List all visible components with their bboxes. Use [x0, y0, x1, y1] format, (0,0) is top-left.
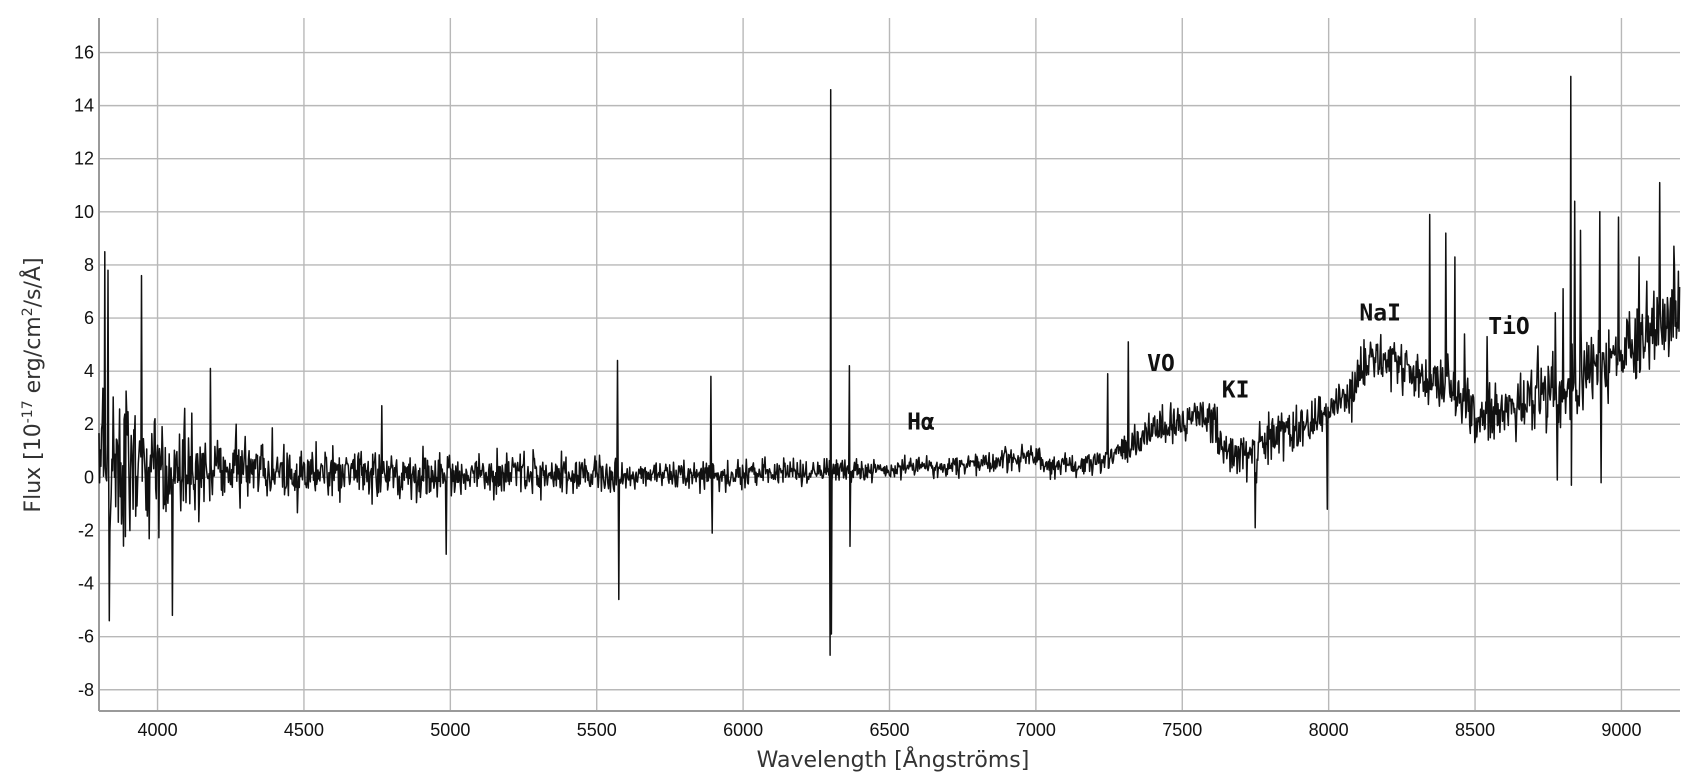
x-tick-label: 5000	[430, 720, 470, 740]
x-tick-label: 4500	[284, 720, 324, 740]
axes-layer: 4000 4500 5000 5500 6000 6500 7000 7500 8000 8500…	[74, 18, 1680, 740]
x-tick-label: 7000	[1016, 720, 1056, 740]
y-tick-label: -2	[78, 520, 94, 540]
spectral-feature-label: NaI	[1359, 301, 1401, 327]
x-tick-label: 9000	[1601, 720, 1641, 740]
y-axis-title-suffix: /s/Å]	[19, 257, 46, 307]
spectrum-line	[98, 75, 1681, 656]
x-tick-label: 7500	[1162, 720, 1202, 740]
y-tick-label: -8	[78, 680, 94, 700]
y-tick-label: 2	[84, 414, 94, 434]
y-tick-label: -4	[78, 574, 94, 594]
y-tick-label: 12	[74, 149, 94, 169]
y-tick-label: 10	[74, 202, 94, 222]
y-tick-label: 16	[74, 43, 94, 63]
y-axis-title-mid: erg/cm	[21, 316, 46, 400]
y-tick-label: -6	[78, 627, 94, 647]
x-tick-label: 5500	[577, 720, 617, 740]
y-axis-title-prefix: Flux [10	[21, 423, 46, 512]
annotation-layer: Hα VO KI NaI TiO	[907, 301, 1530, 436]
series-layer	[98, 75, 1681, 656]
x-tick-label: 6500	[869, 720, 909, 740]
y-tick-label: 0	[84, 467, 94, 487]
spectral-feature-label: TiO	[1488, 314, 1530, 340]
spectral-feature-label: Hα	[907, 410, 935, 436]
y-tick-label: 6	[84, 308, 94, 328]
y-axis-title-exponent: -17	[20, 400, 36, 423]
y-tick-label: 4	[84, 361, 94, 381]
spectral-feature-label: VO	[1147, 351, 1175, 377]
grid-layer	[99, 18, 1680, 711]
spectral-feature-label: KI	[1222, 378, 1250, 404]
y-axis-title: Flux [10-17 erg/cm2/s/Å]	[19, 257, 46, 512]
y-axis-title-exponent-2: 2	[20, 307, 36, 316]
x-tick-label: 8500	[1455, 720, 1495, 740]
x-tick-label: 8000	[1309, 720, 1349, 740]
x-axis-title: Wavelength [Ångströms]	[757, 746, 1030, 773]
x-tick-label: 4000	[138, 720, 178, 740]
y-tick-label: 8	[84, 255, 94, 275]
x-tick-label: 6000	[723, 720, 763, 740]
y-tick-label: 14	[74, 96, 94, 116]
